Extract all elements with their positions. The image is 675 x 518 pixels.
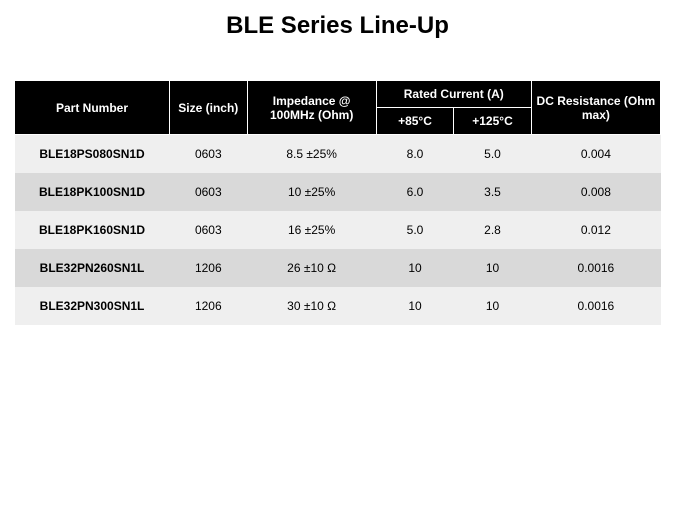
col-part-number: Part Number [15, 81, 170, 135]
cell-size: 1206 [170, 287, 248, 325]
table-row: BLE18PS080SN1D 0603 8.5 ±25% 8.0 5.0 0.0… [15, 135, 661, 174]
cell-size: 0603 [170, 211, 248, 249]
cell-impedance: 26 ±10 Ω [247, 249, 376, 287]
table-row: BLE18PK160SN1D 0603 16 ±25% 5.0 2.8 0.01… [15, 211, 661, 249]
col-rated-85: +85°C [376, 108, 454, 135]
cell-impedance: 16 ±25% [247, 211, 376, 249]
cell-rated-85: 10 [376, 249, 454, 287]
cell-part-number: BLE18PS080SN1D [15, 135, 170, 174]
lineup-table: Part Number Size (inch) Impedance @ 100M… [14, 80, 661, 325]
cell-impedance: 8.5 ±25% [247, 135, 376, 174]
col-rated-125: +125°C [454, 108, 532, 135]
col-impedance: Impedance @ 100MHz (Ohm) [247, 81, 376, 135]
cell-rated-125: 3.5 [454, 173, 532, 211]
cell-rated-85: 6.0 [376, 173, 454, 211]
cell-size: 0603 [170, 173, 248, 211]
cell-rated-85: 8.0 [376, 135, 454, 174]
cell-rated-125: 10 [454, 287, 532, 325]
lineup-table-body: BLE18PS080SN1D 0603 8.5 ±25% 8.0 5.0 0.0… [15, 135, 661, 326]
table-row: BLE32PN300SN1L 1206 30 ±10 Ω 10 10 0.001… [15, 287, 661, 325]
cell-size: 1206 [170, 249, 248, 287]
cell-rated-85: 10 [376, 287, 454, 325]
cell-part-number: BLE18PK100SN1D [15, 173, 170, 211]
cell-rated-125: 10 [454, 249, 532, 287]
cell-impedance: 30 ±10 Ω [247, 287, 376, 325]
table-row: BLE32PN260SN1L 1206 26 ±10 Ω 10 10 0.001… [15, 249, 661, 287]
cell-rated-125: 5.0 [454, 135, 532, 174]
cell-dcr: 0.004 [531, 135, 660, 174]
lineup-table-container: Part Number Size (inch) Impedance @ 100M… [0, 80, 675, 325]
cell-rated-125: 2.8 [454, 211, 532, 249]
cell-part-number: BLE32PN300SN1L [15, 287, 170, 325]
col-rated-current-group: Rated Current (A) [376, 81, 531, 108]
cell-dcr: 0.008 [531, 173, 660, 211]
cell-part-number: BLE18PK160SN1D [15, 211, 170, 249]
col-size: Size (inch) [170, 81, 248, 135]
page-title: BLE Series Line-Up [0, 12, 675, 40]
cell-impedance: 10 ±25% [247, 173, 376, 211]
cell-part-number: BLE32PN260SN1L [15, 249, 170, 287]
col-dc-resistance: DC Resistance (Ohm max) [531, 81, 660, 135]
cell-dcr: 0.0016 [531, 249, 660, 287]
cell-dcr: 0.012 [531, 211, 660, 249]
table-row: BLE18PK100SN1D 0603 10 ±25% 6.0 3.5 0.00… [15, 173, 661, 211]
cell-size: 0603 [170, 135, 248, 174]
cell-rated-85: 5.0 [376, 211, 454, 249]
cell-dcr: 0.0016 [531, 287, 660, 325]
